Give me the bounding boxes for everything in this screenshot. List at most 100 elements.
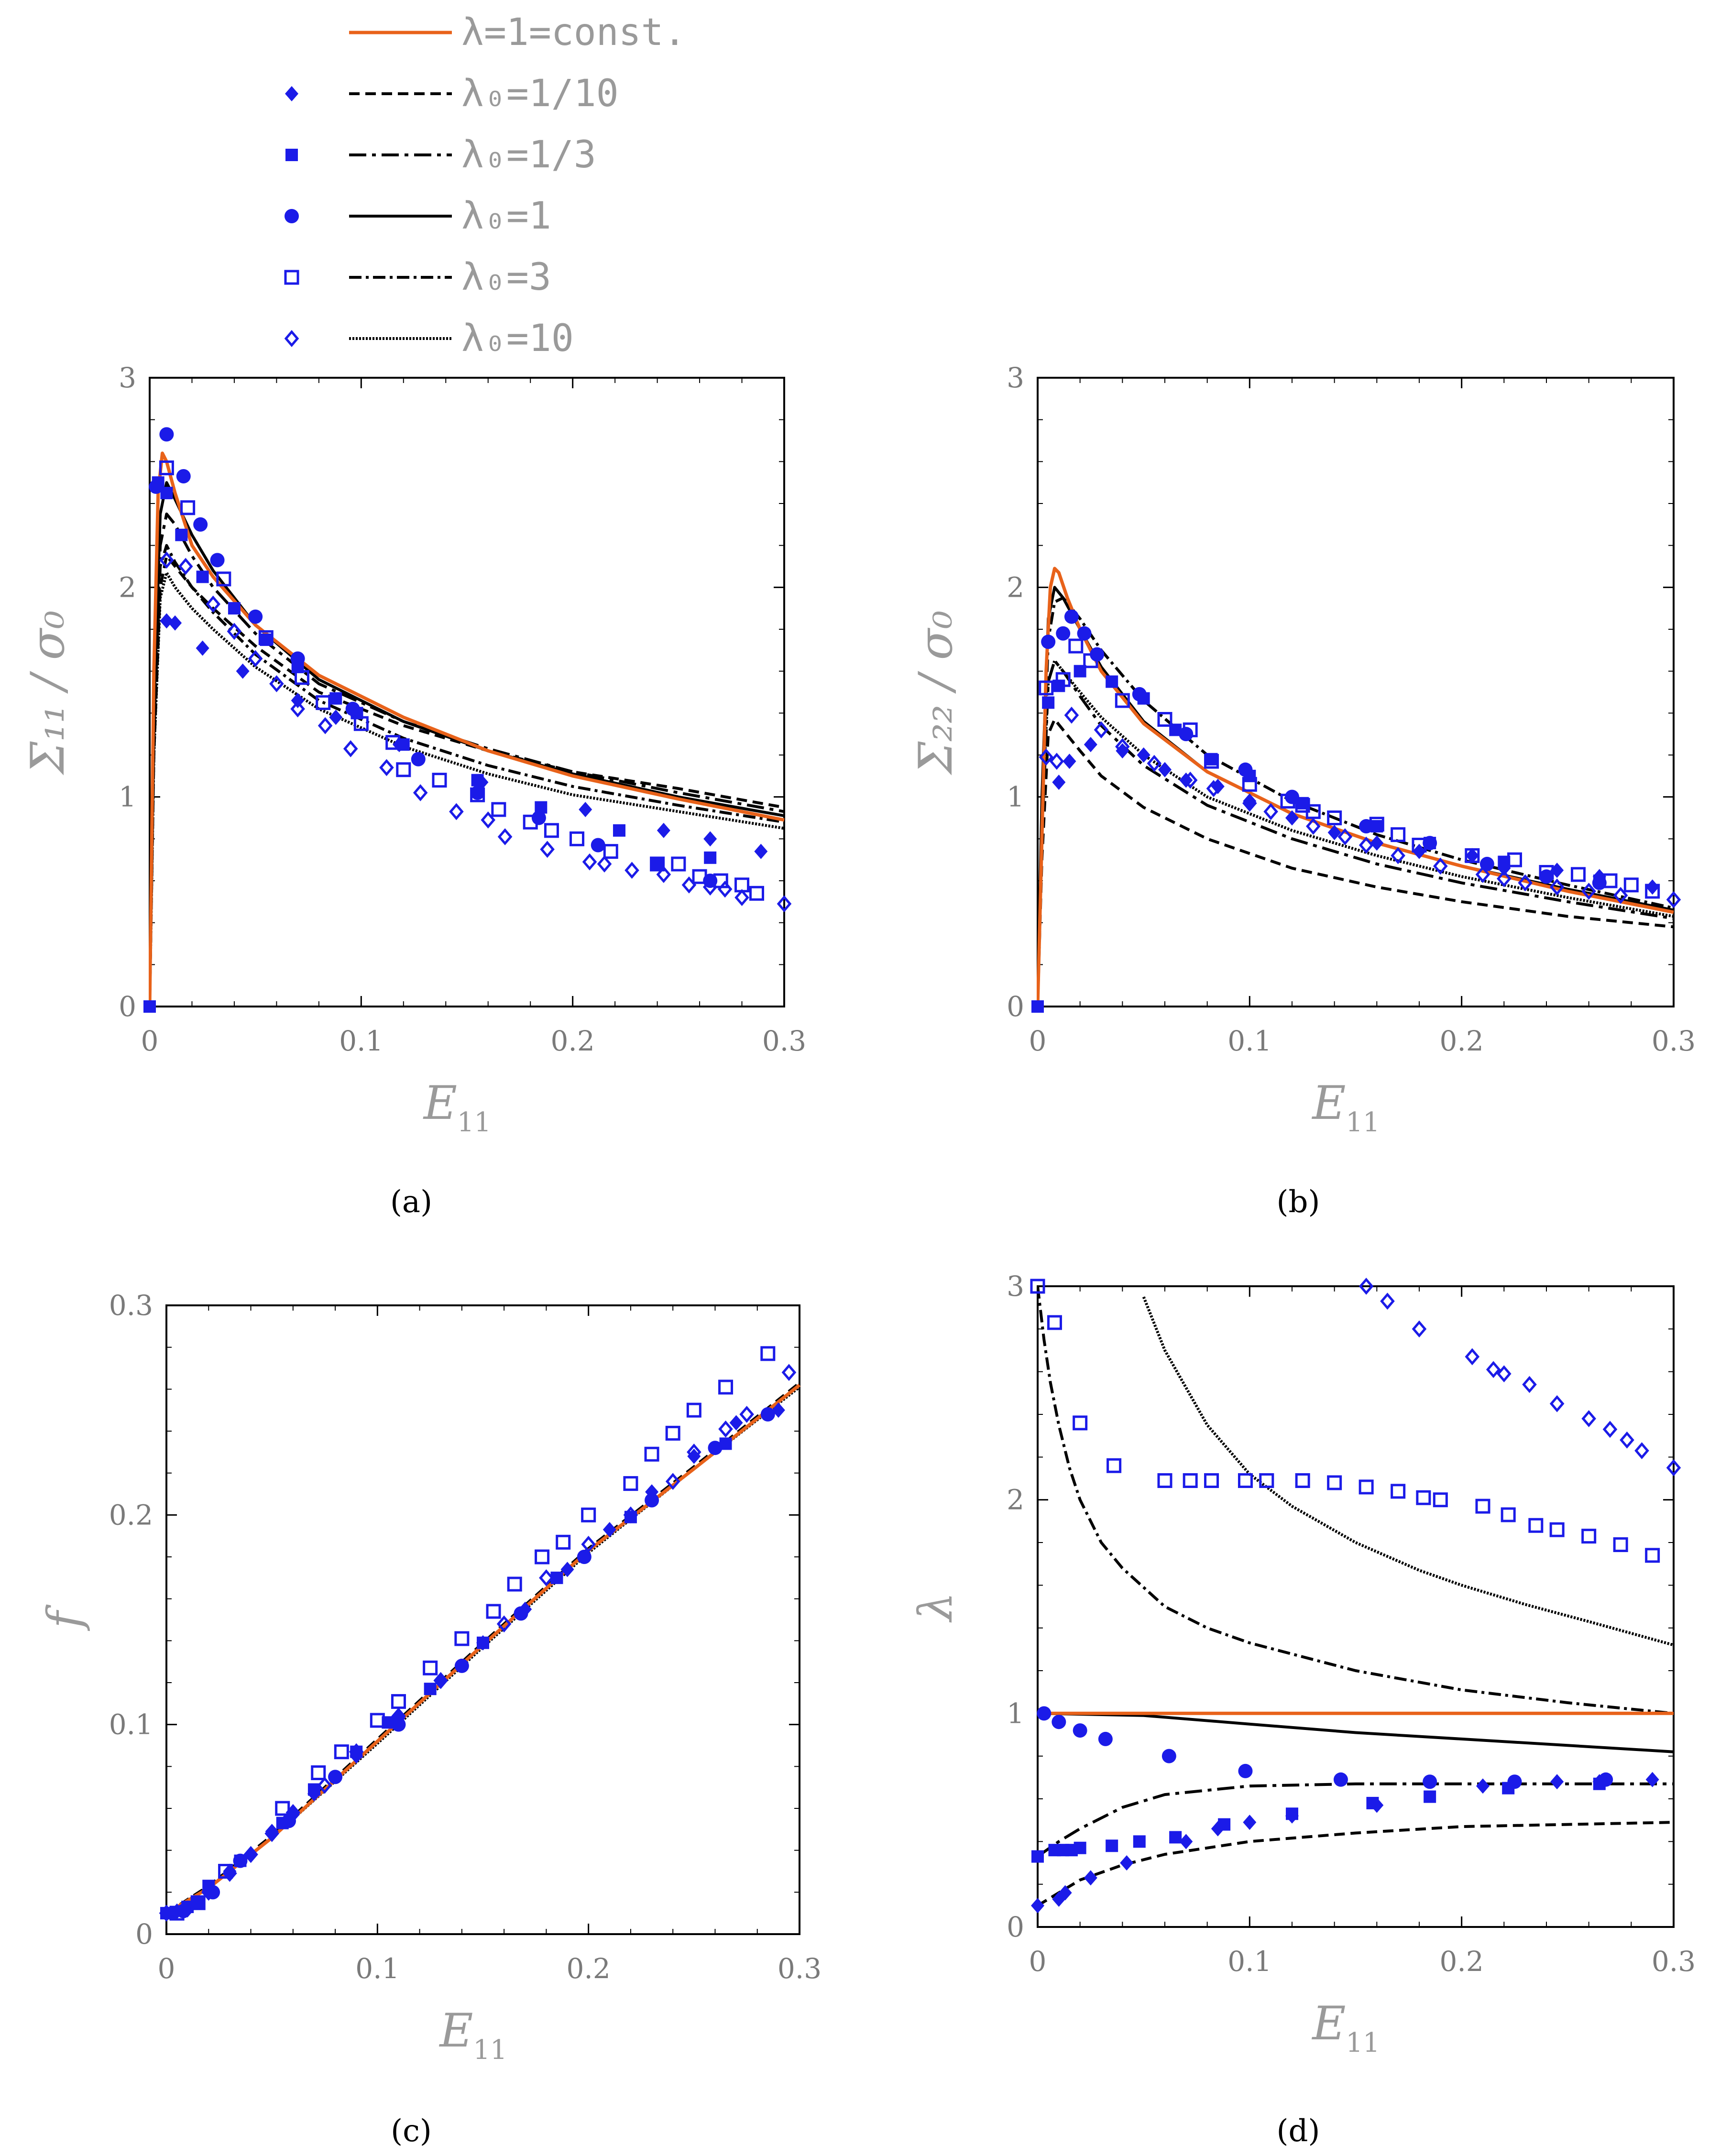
- point-lambda0-1: [1077, 626, 1092, 641]
- point-lambda0-3: [544, 823, 559, 838]
- x-tick-label: 0: [1029, 1945, 1047, 1978]
- point-lambda0-1: [1056, 626, 1071, 641]
- y-tick-label: 3: [1007, 1270, 1024, 1302]
- y-axis-label: f: [38, 1604, 91, 1631]
- point-lambda0-1-over-10: [1052, 774, 1066, 790]
- point-lambda0-1: [577, 1550, 592, 1564]
- point-lambda0-1-over-10: [168, 615, 182, 631]
- point-lambda0-10: [248, 650, 263, 668]
- curve-lambda0-3: [1037, 596, 1674, 1007]
- point-lambda0-1: [328, 1770, 343, 1784]
- x-tick-label: 0.2: [567, 1952, 611, 1985]
- point-lambda0-3: [1645, 884, 1660, 899]
- point-lambda0-10: [582, 853, 597, 871]
- point-lambda0-3: [385, 735, 401, 750]
- x-tick-label: 0.1: [1227, 1945, 1271, 1978]
- point-lambda0-10: [1634, 1442, 1649, 1459]
- point-lambda0-1: [591, 838, 605, 853]
- point-lambda0-10: [285, 1804, 301, 1821]
- point-lambda0-1-over-3: [424, 1683, 437, 1696]
- point-lambda0-3: [556, 1534, 571, 1550]
- point-lambda0-1-over-3: [704, 851, 717, 864]
- point-lambda0-1-over-10: [560, 1562, 574, 1577]
- x-axis-label-sub: 11: [457, 1107, 491, 1138]
- point-lambda0-1-over-3: [1106, 675, 1118, 688]
- point-lambda0-1-over-10: [1327, 825, 1341, 841]
- point-lambda0-3: [1465, 848, 1480, 863]
- point-lambda0-3: [311, 1765, 326, 1780]
- point-lambda0-1-over-10: [1084, 1870, 1097, 1886]
- curve-lambda0-1-over-10: [1037, 1821, 1674, 1907]
- point-lambda0-10: [178, 558, 193, 575]
- point-lambda0-3: [1073, 1415, 1088, 1431]
- point-lambda0-10: [243, 1846, 258, 1863]
- curve-lambda0-3: [1037, 1286, 1674, 1715]
- point-lambda0-3: [1475, 1499, 1490, 1514]
- point-lambda0-1: [1073, 1723, 1087, 1738]
- point-lambda0-10: [1666, 1459, 1681, 1477]
- point-lambda0-10: [1518, 874, 1533, 892]
- point-lambda0-3: [686, 1402, 701, 1418]
- point-lambda0-3: [1030, 1279, 1045, 1294]
- panel-c-chart: 0 0.1 0.2 0.3 0 0.1 0.2 0.3 E11 f (c): [38, 1289, 822, 2149]
- point-lambda0-10: [734, 889, 749, 906]
- legend-label: λ₀=3: [461, 256, 551, 299]
- point-lambda0-3: [1528, 1518, 1544, 1533]
- point-lambda0-10: [1522, 1376, 1537, 1393]
- data-points: [1030, 1278, 1681, 1914]
- x-axis-label: E11: [438, 2004, 507, 2066]
- point-lambda0-3: [294, 670, 309, 685]
- point-lambda0-1-over-3: [350, 1745, 363, 1758]
- point-lambda0-1-over-10: [236, 663, 250, 679]
- point-lambda0-10: [159, 1904, 174, 1922]
- point-lambda0-10: [581, 1535, 596, 1553]
- point-lambda0-3: [180, 500, 196, 515]
- point-lambda0-1-over-3: [613, 824, 625, 837]
- plot-frame: [149, 377, 785, 1007]
- point-lambda0-10: [201, 1883, 216, 1901]
- y-tick-label: 2: [119, 571, 136, 603]
- point-lambda0-10: [1391, 847, 1405, 865]
- point-lambda0-1-over-10: [196, 640, 209, 656]
- point-lambda0-3: [1204, 1473, 1219, 1488]
- point-lambda0-10: [433, 1672, 449, 1689]
- legend-marker-lambda0-1: [285, 209, 299, 223]
- x-tick-label: 0: [158, 1952, 175, 1985]
- data-points: [143, 427, 792, 1013]
- x-axis-label-sub: 11: [1346, 1107, 1380, 1138]
- x-tick-label: 0.3: [1652, 1025, 1696, 1057]
- point-lambda0-1: [514, 1606, 528, 1621]
- point-lambda0-10: [597, 855, 612, 873]
- x-axis-label: E11: [1311, 1076, 1380, 1138]
- point-lambda0-3: [671, 856, 686, 872]
- point-lambda0-3: [1106, 1458, 1122, 1473]
- point-lambda0-3: [1183, 1473, 1198, 1488]
- point-lambda0-3: [470, 787, 485, 802]
- point-lambda0-10: [1475, 866, 1490, 883]
- legend-entry-lambda0-10: λ₀=10: [284, 317, 574, 360]
- y-axis-label: Σ₂₂ / σ₀: [909, 610, 963, 775]
- point-lambda0-1-over-10: [1476, 1778, 1490, 1794]
- x-tick-label: 0.1: [1227, 1025, 1271, 1057]
- point-lambda0-3: [1204, 754, 1219, 769]
- point-lambda0-10: [1620, 1431, 1634, 1449]
- point-lambda0-10: [413, 784, 428, 801]
- legend-entry-lambda0-1: λ₀=1: [285, 195, 551, 238]
- y-tick-label: 0.2: [109, 1499, 153, 1531]
- y-tick-label: 2: [1007, 571, 1024, 603]
- point-lambda0-10: [624, 862, 639, 879]
- point-lambda0-1-over-3: [1106, 1839, 1118, 1852]
- x-axis-label: E11: [1311, 1997, 1380, 2058]
- point-lambda0-1-over-10: [729, 1415, 743, 1431]
- curve-lambda0-1: [149, 481, 785, 1007]
- point-lambda0-3: [1295, 1473, 1310, 1488]
- legend-label: λ₀=10: [461, 317, 574, 360]
- curves: [149, 451, 785, 1007]
- y-tick-label: 1: [1007, 1697, 1024, 1729]
- legend-entry-lambda0-1-over-3: λ₀=1/3: [285, 133, 596, 176]
- y-axis-label: Σ₁₁ / σ₀: [21, 610, 75, 775]
- point-lambda0-3: [644, 1446, 659, 1462]
- y-tick-label: 0: [135, 1918, 153, 1950]
- point-lambda0-1: [345, 701, 360, 716]
